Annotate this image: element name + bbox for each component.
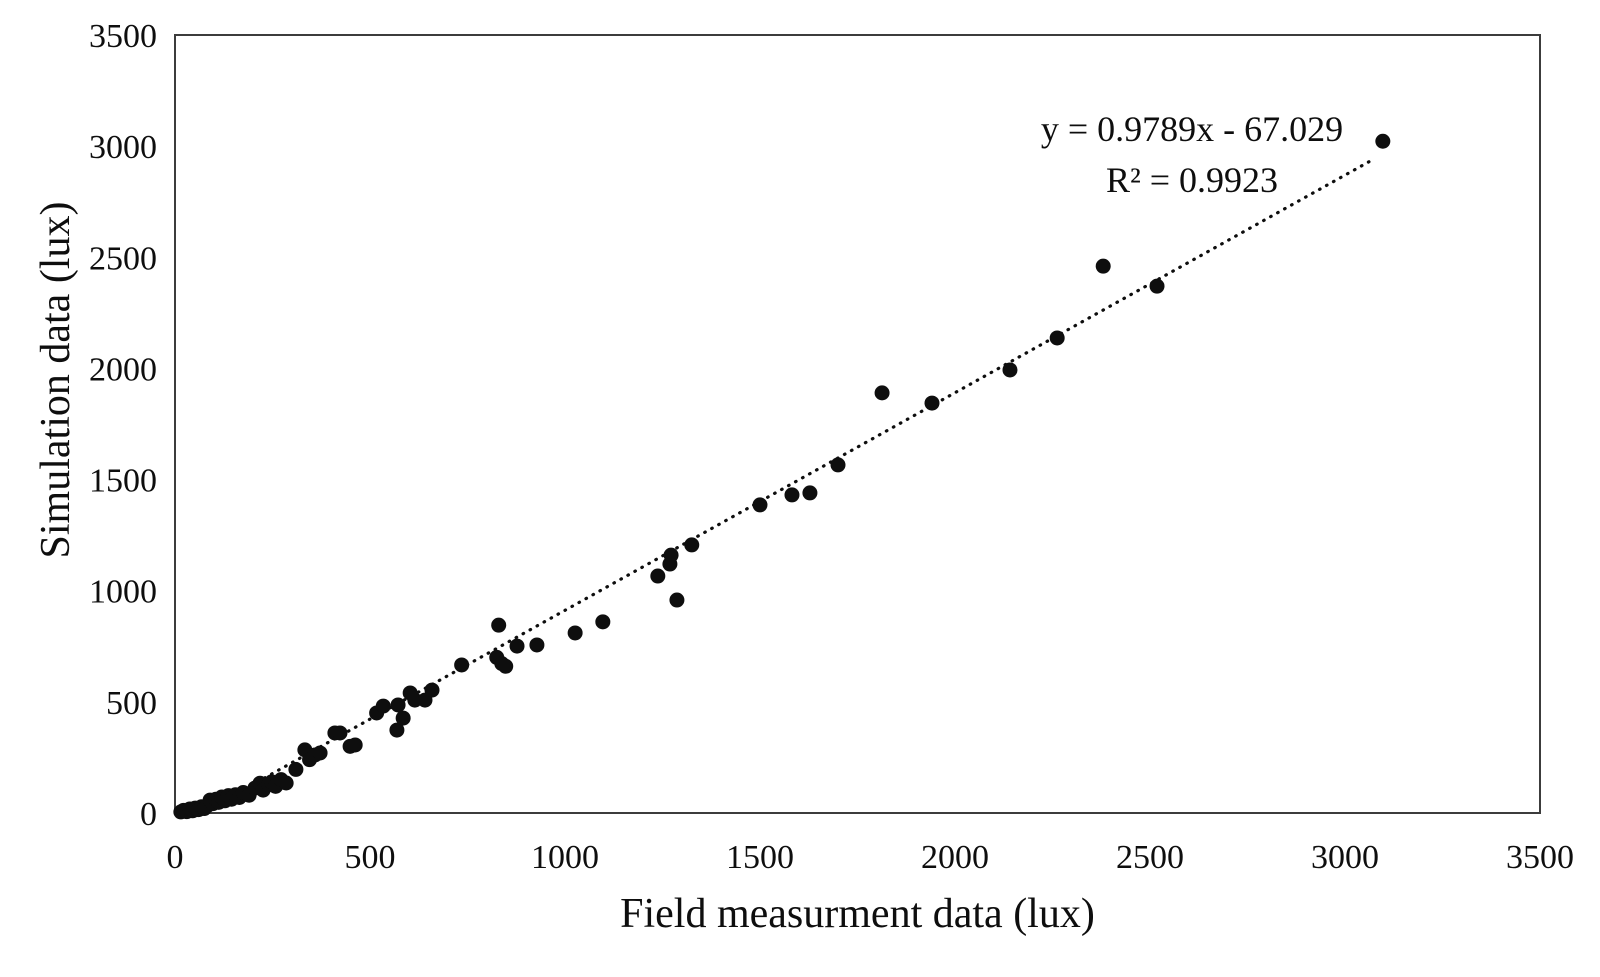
data-point [332,725,348,741]
trendline-equation: y = 0.9789x - 67.029 [1040,109,1344,149]
y-tick-label: 1000 [89,574,157,611]
y-tick-label: 3500 [89,18,157,55]
data-point [830,457,846,473]
data-point [802,485,818,501]
data-point [509,638,525,654]
data-point [389,722,405,738]
data-point [347,737,363,753]
data-point [1049,330,1065,346]
x-tick-label: 3000 [1311,839,1379,876]
x-tick-label: 2500 [1116,839,1184,876]
data-point [874,385,890,401]
x-tick-label: 1000 [531,839,599,876]
r-squared-value: R² = 0.9923 [1105,160,1279,201]
x-axis-title: Field measurment data (lux) [620,891,1095,937]
y-tick-label: 2000 [89,351,157,388]
y-tick-label: 0 [140,796,157,833]
data-point [784,487,800,503]
y-axis-title: Simulation data (lux) [33,201,79,559]
data-point [650,568,666,584]
y-tick-label: 1500 [89,463,157,500]
y-tick-label: 2500 [89,240,157,277]
data-point [288,761,304,777]
data-point [1002,362,1018,378]
trendline-annotation: y = 0.9789x - 67.029 R² = 0.9923 [1041,104,1343,206]
plot-area-border [174,34,1541,814]
x-tick-label: 0 [167,839,184,876]
data-point [395,710,411,726]
data-point [390,697,406,713]
data-point [752,497,768,513]
data-point [454,657,470,673]
x-tick-label: 3500 [1506,839,1574,876]
data-point [1149,278,1165,294]
data-point [1095,258,1111,274]
data-point [1375,133,1391,149]
data-point [924,395,940,411]
data-point [491,617,507,633]
data-point [312,745,328,761]
x-tick-label: 500 [345,839,396,876]
data-point [375,698,391,714]
data-point [498,658,514,674]
x-tick-label: 2000 [921,839,989,876]
data-point [684,537,700,553]
data-point [595,614,611,630]
data-point [529,637,545,653]
data-point [669,592,685,608]
x-tick-label: 1500 [726,839,794,876]
data-point [424,682,440,698]
y-tick-label: 500 [106,685,157,722]
y-tick-label: 3000 [89,129,157,166]
data-point [567,625,583,641]
data-point [663,547,679,563]
data-point [278,775,294,791]
